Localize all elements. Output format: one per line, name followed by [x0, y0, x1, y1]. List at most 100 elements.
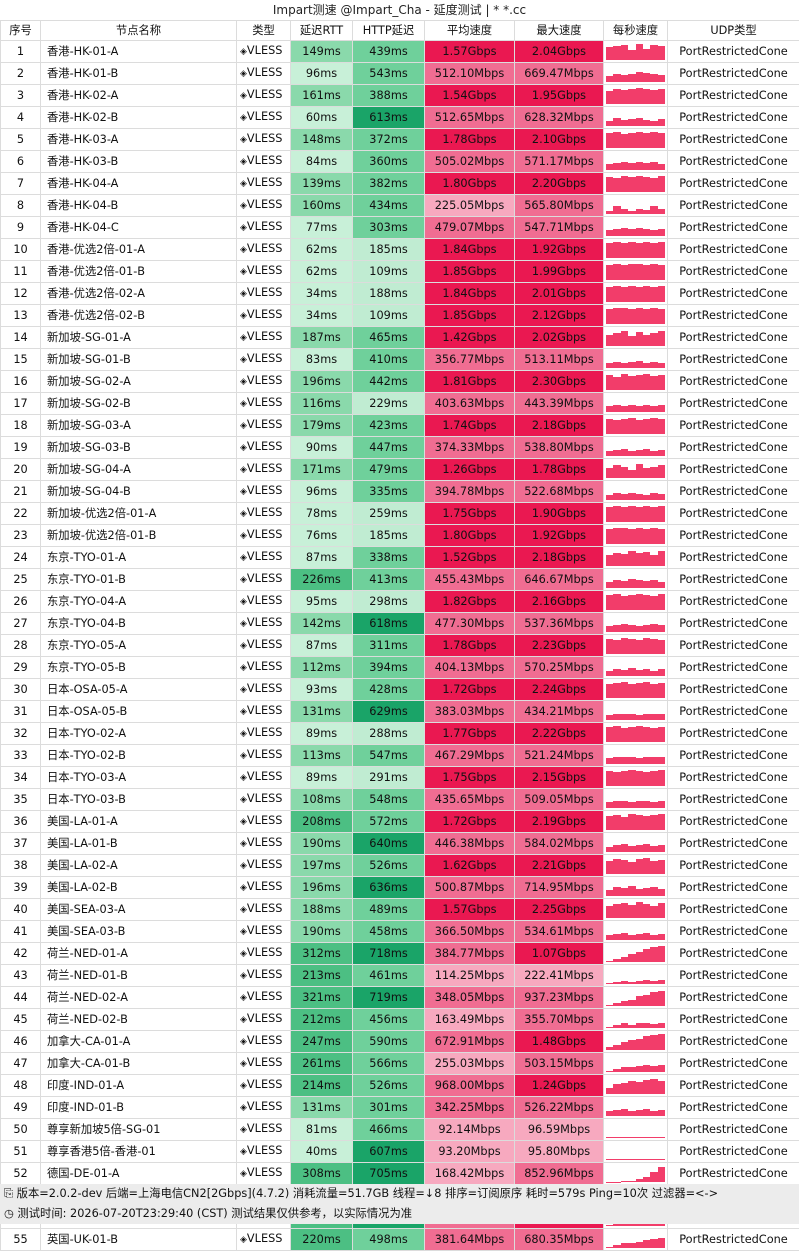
sparkline-bar [606, 1247, 613, 1249]
max-speed-value: 2.12Gbps [515, 305, 604, 327]
sparkline-bar [650, 308, 657, 324]
avg-speed-value: 1.75Gbps [425, 503, 515, 525]
http-latency-value: 185ms [353, 525, 425, 547]
node-name: 日本-TYO-03-B [41, 789, 237, 811]
sparkline-bar [636, 683, 643, 698]
col-header-type[interactable]: 类型 [237, 21, 291, 41]
type-label: VLESS [247, 902, 283, 915]
udp-type-value: PortRestrictedCone [668, 745, 799, 767]
col-header-name[interactable]: 节点名称 [41, 21, 237, 41]
sparkline-bar [621, 449, 628, 457]
avg-speed-value: 500.87Mbps [425, 877, 515, 899]
col-header-max-speed[interactable]: 最大速度 [515, 21, 604, 41]
type-label: VLESS [247, 924, 283, 937]
protocol-icon: ◈ [240, 113, 247, 123]
rtt-value: 83ms [291, 349, 353, 371]
sparkline-bar [606, 816, 613, 830]
http-latency-value: 466ms [353, 1119, 425, 1141]
type-label: VLESS [247, 44, 283, 57]
col-header-udp[interactable]: UDP类型 [668, 21, 799, 41]
sparkline-bar [636, 934, 643, 941]
sparkline-bar [636, 507, 643, 522]
protocol-icon: ◈ [240, 663, 247, 673]
udp-type-value: PortRestrictedCone [668, 1119, 799, 1141]
per-second-sparkline [604, 415, 668, 437]
sparkline-bar [650, 728, 657, 742]
sparkline-bar [658, 450, 665, 457]
sparkline-bar [628, 1067, 635, 1073]
sparkline-bar [621, 714, 628, 720]
http-latency-value: 618ms [353, 613, 425, 635]
col-header-rtt[interactable]: 延迟RTT [291, 21, 353, 41]
col-header-http[interactable]: HTTP延迟 [353, 21, 425, 41]
sparkline [606, 285, 665, 302]
protocol-icon: ◈ [240, 377, 247, 387]
protocol-icon: ◈ [240, 355, 247, 365]
sparkline-bar [636, 726, 643, 742]
protocol-icon: ◈ [240, 135, 247, 145]
node-type: ◈VLESS [237, 393, 291, 415]
col-header-per-second[interactable]: 每秒速度 [604, 21, 668, 41]
col-header-avg-speed[interactable]: 平均速度 [425, 21, 515, 41]
rtt-value: 226ms [291, 569, 353, 591]
node-type: ◈VLESS [237, 503, 291, 525]
footer-test-time: 测试时间: 2026-07-20T23:29:40 (CST) 测试结果仅供参考… [17, 1207, 412, 1220]
sparkline-bar [628, 757, 635, 765]
sparkline [606, 373, 665, 390]
col-header-index[interactable]: 序号 [1, 21, 41, 41]
